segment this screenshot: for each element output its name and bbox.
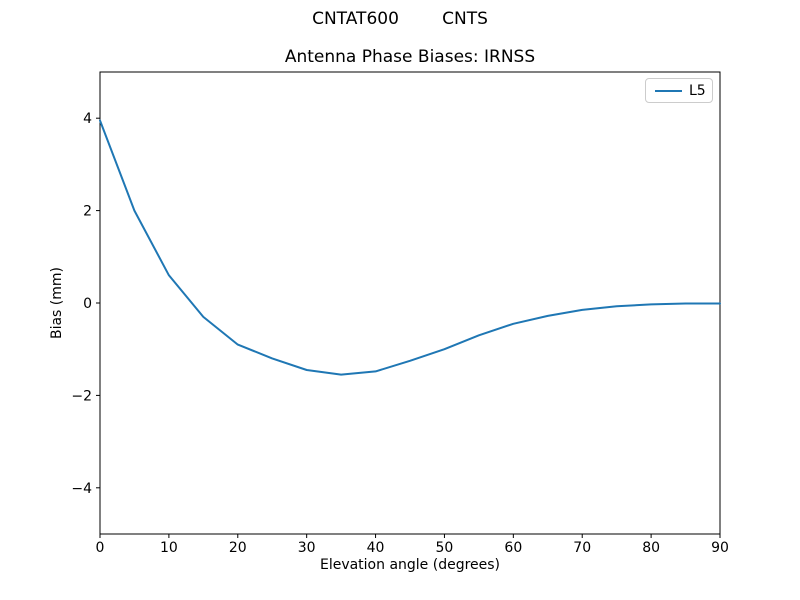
x-tick-label: 80 <box>642 540 660 556</box>
x-tick-label: 50 <box>436 540 454 556</box>
x-tick-label: 90 <box>711 540 729 556</box>
axes-title: Antenna Phase Biases: IRNSS <box>284 47 536 67</box>
legend: L5 <box>645 78 713 103</box>
legend-label: L5 <box>689 82 706 99</box>
x-tick-label: 60 <box>504 540 522 556</box>
y-tick-label: 2 <box>83 204 92 220</box>
series-line-l5 <box>99 119 721 376</box>
y-tick-label: −2 <box>71 388 92 404</box>
y-axis-label: Bias (mm) <box>49 266 65 340</box>
x-tick-label: 0 <box>96 540 105 556</box>
x-tick-label: 70 <box>573 540 591 556</box>
x-axis-label: Elevation angle (degrees) <box>319 557 501 573</box>
x-tick-label: 20 <box>229 540 247 556</box>
x-tick-label: 30 <box>298 540 316 556</box>
legend-line-sample <box>655 89 682 92</box>
y-tick-label: −4 <box>71 481 92 497</box>
x-tick-label: 40 <box>367 540 385 556</box>
y-tick-label: 4 <box>83 111 92 127</box>
figure-suptitle: CNTAT600 CNTS <box>312 9 488 29</box>
y-tick-label: 0 <box>83 296 92 312</box>
x-tick-label: 10 <box>160 540 178 556</box>
